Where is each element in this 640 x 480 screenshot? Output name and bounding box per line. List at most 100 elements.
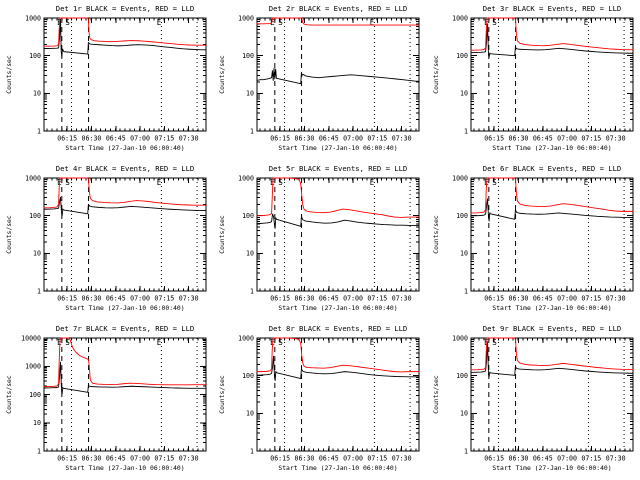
- x-tick-label: 07:00: [343, 295, 363, 303]
- x-tick-label: 07:30: [179, 295, 199, 303]
- x-tick-label: 06:30: [508, 455, 528, 463]
- x-tick-label: 07:15: [368, 455, 388, 463]
- panel-title: Det 8r BLACK = Events, RED = LLD: [269, 324, 407, 333]
- x-tick-label: 06:30: [295, 135, 315, 143]
- plot-frame: [43, 17, 207, 132]
- marker-label-e-end-glyph: E: [370, 338, 375, 347]
- y-tick-label: 1000: [25, 363, 41, 371]
- y-tick-label: 1000: [452, 334, 468, 342]
- x-tick-label: 07:15: [581, 135, 601, 143]
- chart-svg-det-7: Det 7r BLACK = Events, RED = LLD 1 10 100 10…: [5, 324, 207, 472]
- y-tick-label: 1: [464, 447, 468, 455]
- panel-title: Det 5r BLACK = Events, RED = LLD: [269, 164, 407, 173]
- marker-label-e-start-glyph: E: [270, 18, 275, 27]
- x-axis-label: Start Time (27-Jan-10 06:00:40): [65, 304, 184, 312]
- marker-label-e-end-glyph: E: [583, 338, 588, 347]
- x-axis-label: Start Time (27-Jan-10 06:00:40): [492, 304, 611, 312]
- x-tick-label: 06:45: [106, 455, 126, 463]
- x-tick-label: 07:00: [343, 135, 363, 143]
- x-tick-label: 06:30: [82, 135, 102, 143]
- marker-label-e-start: E: [270, 18, 275, 27]
- x-tick-label: 07:00: [130, 135, 150, 143]
- y-tick-label: 1: [37, 127, 41, 135]
- x-tick-label: 06:30: [82, 455, 102, 463]
- marker-label-e-end-glyph: E: [157, 338, 162, 347]
- x-tick-label: 07:15: [154, 455, 174, 463]
- marker-label-s: S: [279, 178, 284, 187]
- chart-panel-2: Det 2r BLACK = Events, RED = LLD 1 10 100 10…: [213, 0, 426, 160]
- x-tick-label: 06:45: [319, 455, 339, 463]
- panel-title: Det 1r BLACK = Events, RED = LLD: [56, 4, 194, 13]
- y-axis-label: Counts/sec: [5, 375, 13, 414]
- events-series-line: [43, 361, 207, 395]
- x-tick-label: 07:30: [179, 135, 199, 143]
- y-tick-label: 100: [29, 212, 41, 220]
- x-tick-label: 06:15: [271, 295, 291, 303]
- lld-series-line: [43, 17, 207, 47]
- chart-panel-3: Det 3r BLACK = Events, RED = LLD 1 10 100 10…: [427, 0, 640, 160]
- x-axis-label: Start Time (27-Jan-10 06:00:40): [492, 464, 611, 472]
- x-tick-label: 06:15: [271, 455, 291, 463]
- y-axis-label: Counts/sec: [5, 55, 13, 94]
- x-axis-label: Start Time (27-Jan-10 06:00:40): [279, 304, 398, 312]
- x-tick-label: 06:45: [106, 135, 126, 143]
- x-axis-label: Start Time (27-Jan-10 06:00:40): [492, 144, 611, 152]
- x-tick-label: 06:45: [106, 295, 126, 303]
- y-tick-label: 10: [460, 250, 468, 258]
- x-tick-label: 07:30: [605, 455, 625, 463]
- plot-frame: [470, 17, 634, 132]
- x-tick-label: 06:30: [295, 295, 315, 303]
- x-tick-label: 07:15: [154, 295, 174, 303]
- x-tick-label: 07:00: [130, 295, 150, 303]
- x-tick-label: 07:30: [392, 295, 412, 303]
- plot-frame: [470, 337, 634, 452]
- y-tick-label: 1000: [238, 174, 254, 182]
- x-tick-label: 06:15: [57, 455, 77, 463]
- y-axis-label: Counts/sec: [432, 215, 440, 254]
- x-tick-label: 06:30: [82, 295, 102, 303]
- chart-panel-6: Det 6r BLACK = Events, RED = LLD 1 10 100 10…: [427, 160, 640, 320]
- marker-label-s: S: [492, 18, 497, 27]
- marker-label-s-glyph: S: [65, 178, 70, 187]
- y-tick-label: 1: [250, 447, 254, 455]
- x-tick-label: 07:30: [179, 455, 199, 463]
- marker-label-e-end: E: [583, 178, 588, 187]
- chart-svg-det-3: Det 3r BLACK = Events, RED = LLD 1 10 100 10…: [432, 4, 634, 152]
- chart-panel-4: Det 4r BLACK = Events, RED = LLD 1 10 100 10…: [0, 160, 213, 320]
- events-series-line: [256, 213, 420, 229]
- marker-label-e-end-glyph: E: [370, 178, 375, 187]
- y-tick-label: 10: [460, 410, 468, 418]
- marker-label-e-end: E: [370, 18, 375, 27]
- panel-title: Det 2r BLACK = Events, RED = LLD: [269, 4, 407, 13]
- marker-label-s: S: [492, 178, 497, 187]
- y-tick-label: 1000: [238, 14, 254, 22]
- events-series-line: [256, 67, 420, 85]
- marker-label-s-glyph: S: [279, 338, 284, 347]
- marker-label-e-end-glyph: E: [157, 178, 162, 187]
- y-tick-label: 100: [456, 372, 468, 380]
- lld-series-line: [256, 177, 420, 218]
- y-tick-label: 1000: [452, 14, 468, 22]
- x-tick-label: 07:00: [557, 135, 577, 143]
- chart-panel-5: Det 5r BLACK = Events, RED = LLD 1 10 100 10…: [213, 160, 426, 320]
- x-tick-label: 07:30: [605, 135, 625, 143]
- marker-label-s-glyph: S: [279, 178, 284, 187]
- chart-svg-det-8: Det 8r BLACK = Events, RED = LLD 1 10 100 10…: [218, 324, 420, 472]
- y-tick-label: 10: [33, 419, 41, 427]
- marker-label-s: S: [65, 18, 70, 27]
- marker-label-s: S: [65, 178, 70, 187]
- marker-label-s: S: [65, 338, 70, 347]
- panel-title: Det 6r BLACK = Events, RED = LLD: [482, 164, 620, 173]
- x-axis-label: Start Time (27-Jan-10 06:00:40): [279, 144, 398, 152]
- marker-label-e-end: E: [157, 18, 162, 27]
- y-tick-label: 100: [456, 52, 468, 60]
- x-tick-label: 06:30: [295, 455, 315, 463]
- chart-svg-det-5: Det 5r BLACK = Events, RED = LLD 1 10 100 10…: [218, 164, 420, 312]
- events-series-line: [43, 19, 207, 57]
- y-tick-label: 1000: [238, 334, 254, 342]
- plot-frame: [256, 337, 420, 452]
- x-tick-label: 06:15: [271, 135, 291, 143]
- chart-svg-det-2: Det 2r BLACK = Events, RED = LLD 1 10 100 10…: [218, 4, 420, 152]
- lld-series-line: [256, 337, 420, 373]
